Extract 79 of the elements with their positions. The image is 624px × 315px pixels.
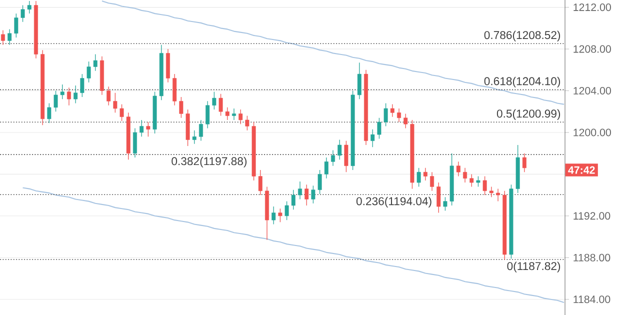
ref-line-label: 0.786(1208.52): [484, 30, 560, 42]
y-tick-label: 1204.00: [574, 86, 611, 95]
candlestick: [443, 196, 448, 212]
candlestick: [278, 208, 282, 222]
candlestick: [344, 140, 348, 172]
ref-line-label: 0.618(1204.10): [484, 76, 560, 88]
candlestick: [384, 102, 388, 127]
candlestick: [258, 170, 262, 196]
candlestick: [496, 188, 500, 202]
candlestick: [133, 128, 137, 158]
candlestick: [212, 91, 216, 110]
ref-line-label: 0(1187.82): [507, 262, 560, 272]
line-series: [101, 0, 565, 105]
candlestick: [80, 74, 84, 98]
candlestick: [60, 84, 64, 100]
candlestick: [324, 157, 328, 179]
y-tick-label: 1188.00: [574, 254, 610, 262]
candlestick: [192, 130, 196, 144]
candlestick: [199, 120, 203, 142]
candlestick: [140, 120, 144, 137]
candlestick: [377, 118, 382, 140]
candlestick: [390, 104, 394, 118]
candlestick: [20, 4, 25, 22]
candlestick: [357, 62, 362, 100]
y-tick-label: 1192.00: [574, 212, 610, 220]
candlestick: [146, 122, 150, 137]
y-tick-label: 1208.00: [574, 45, 611, 53]
candlestick: [370, 129, 375, 148]
y-tick-label: 1212.00: [574, 4, 611, 12]
ref-line-label: 0.382(1197.88): [172, 156, 247, 168]
candlestick: [430, 172, 434, 192]
candlestick: [404, 113, 408, 129]
candlestick: [304, 184, 309, 206]
line-series: [22, 187, 565, 304]
candlestick: [54, 90, 58, 112]
candlestick: [338, 139, 342, 160]
candlestick: [311, 185, 316, 204]
candlestick: [397, 108, 401, 122]
candlestick: [272, 206, 276, 225]
candlestick: [298, 181, 302, 200]
candlestick: [470, 174, 474, 188]
candlestick: [8, 28, 12, 46]
candlestick: [113, 92, 118, 113]
candlestick: [120, 104, 124, 122]
candlestick: [179, 96, 184, 118]
candlestick: [291, 189, 296, 210]
candlestick: [172, 74, 177, 106]
candlestick: [225, 107, 230, 120]
candlestick: [245, 115, 250, 131]
candlestick: [27, 0, 32, 14]
annotation: 47:42: [568, 166, 595, 174]
candlestick: [416, 168, 421, 188]
candlestick: [482, 176, 487, 196]
candlestick: [476, 176, 480, 188]
candlestick: [206, 100, 210, 129]
y-tick-label: 1184.00: [574, 296, 610, 304]
ref-line-label: 0.5(1200.99): [496, 109, 560, 120]
ref-line-label: 0.236(1194.04): [356, 196, 432, 208]
candlestick: [74, 85, 78, 104]
candlestick: [522, 152, 526, 172]
candlestick: [47, 102, 52, 124]
candlestick: [238, 109, 243, 124]
candlestick: [86, 61, 91, 83]
y-tick-label: 1200.00: [574, 128, 611, 136]
candlestick: [106, 86, 111, 106]
candlestick: [463, 168, 467, 183]
candlestick: [456, 161, 460, 177]
candlestick: [489, 186, 494, 198]
candlestick: [0, 30, 5, 46]
candlestick: [66, 87, 71, 106]
candlestick: [436, 182, 441, 214]
candlestick: [93, 54, 98, 72]
candlestick: [218, 94, 223, 116]
candlestick: [14, 13, 18, 38]
candlestick: [232, 108, 236, 120]
candlestick: [331, 150, 335, 166]
candlestick: [318, 170, 322, 194]
candlestick: [284, 200, 289, 220]
candlestick: [423, 168, 428, 181]
